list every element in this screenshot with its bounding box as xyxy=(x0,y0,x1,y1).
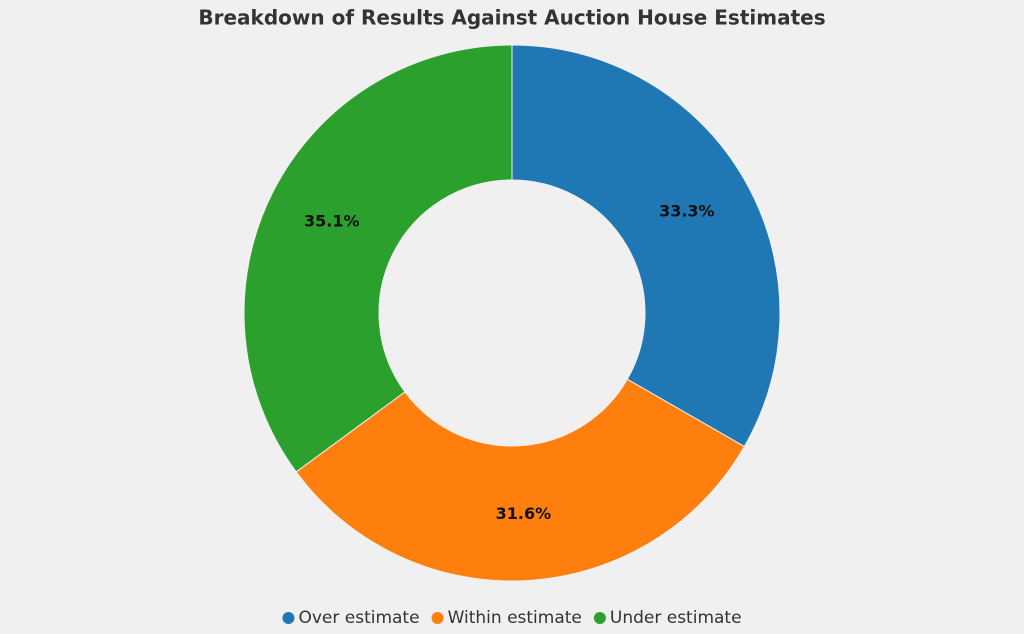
value-label: 35.1% xyxy=(304,211,360,230)
donut-segment xyxy=(511,44,781,448)
legend-label: Under estimate xyxy=(610,608,742,628)
legend-marker xyxy=(593,612,606,624)
legend-label: Within estimate xyxy=(448,608,582,628)
chart-title: Breakdown of Results Against Auction Hou… xyxy=(198,6,825,30)
value-label: 31.6% xyxy=(496,504,552,523)
legend-marker xyxy=(431,612,444,624)
donut-segment xyxy=(243,44,513,473)
legend-label: Over estimate xyxy=(298,608,419,628)
legend-marker xyxy=(282,612,295,624)
donut-segment xyxy=(295,378,746,582)
value-label: 33.3% xyxy=(659,201,715,220)
